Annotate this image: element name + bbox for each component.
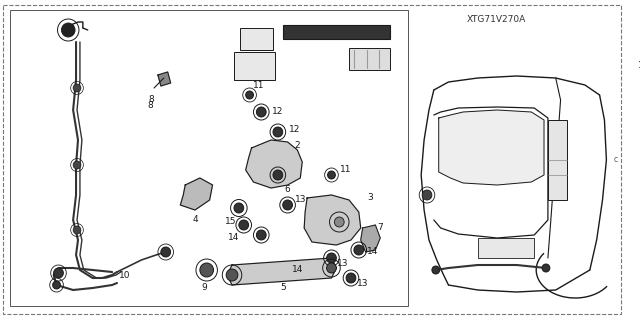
Bar	[283, 25, 390, 39]
Text: 9: 9	[202, 284, 207, 293]
Circle shape	[226, 269, 238, 281]
Text: 14: 14	[228, 234, 239, 242]
Circle shape	[257, 107, 266, 117]
Polygon shape	[180, 178, 212, 210]
Circle shape	[246, 91, 253, 99]
Polygon shape	[246, 140, 302, 188]
Text: 13: 13	[357, 278, 369, 287]
Bar	[10, 10, 408, 306]
Circle shape	[73, 84, 81, 92]
Polygon shape	[361, 225, 380, 252]
Circle shape	[200, 263, 214, 277]
Circle shape	[257, 230, 266, 240]
Bar	[240, 28, 273, 50]
Bar	[349, 48, 390, 70]
Text: 2: 2	[294, 140, 300, 150]
Circle shape	[346, 273, 356, 283]
Text: 13: 13	[337, 258, 349, 268]
Text: 8: 8	[147, 100, 153, 109]
Circle shape	[273, 170, 283, 180]
Circle shape	[239, 220, 248, 230]
Text: 12: 12	[289, 125, 300, 135]
Circle shape	[234, 203, 244, 213]
Text: 12: 12	[272, 108, 284, 116]
Text: 13: 13	[294, 196, 306, 204]
Text: 7: 7	[378, 224, 383, 233]
Text: 10: 10	[119, 271, 131, 279]
Text: 1: 1	[637, 61, 640, 70]
Bar	[477, 238, 534, 258]
Text: XTG71V270A: XTG71V270A	[467, 15, 525, 24]
Circle shape	[52, 281, 60, 289]
Circle shape	[273, 127, 283, 137]
Polygon shape	[304, 195, 361, 245]
Text: 8: 8	[148, 95, 154, 105]
Text: 14: 14	[367, 248, 378, 256]
Text: 3: 3	[367, 194, 373, 203]
Circle shape	[54, 268, 63, 278]
Text: 11: 11	[253, 80, 264, 90]
Circle shape	[161, 247, 171, 257]
Circle shape	[326, 263, 337, 273]
Circle shape	[73, 226, 81, 234]
Text: 5: 5	[280, 284, 285, 293]
Circle shape	[542, 264, 550, 272]
Circle shape	[354, 245, 364, 255]
Bar	[234, 52, 275, 80]
Circle shape	[432, 266, 440, 274]
Bar	[548, 120, 568, 200]
Circle shape	[73, 161, 81, 169]
Circle shape	[328, 171, 335, 179]
Text: 15: 15	[225, 218, 237, 226]
Text: 11: 11	[340, 166, 352, 174]
Polygon shape	[438, 110, 544, 185]
Text: 4: 4	[192, 216, 198, 225]
Text: c: c	[614, 155, 618, 165]
Circle shape	[326, 253, 337, 263]
Circle shape	[283, 200, 292, 210]
Circle shape	[422, 190, 432, 200]
Polygon shape	[158, 72, 171, 86]
Text: 6: 6	[285, 186, 291, 195]
Circle shape	[334, 217, 344, 227]
Polygon shape	[227, 258, 337, 285]
Circle shape	[61, 23, 75, 37]
Text: 14: 14	[292, 265, 303, 275]
